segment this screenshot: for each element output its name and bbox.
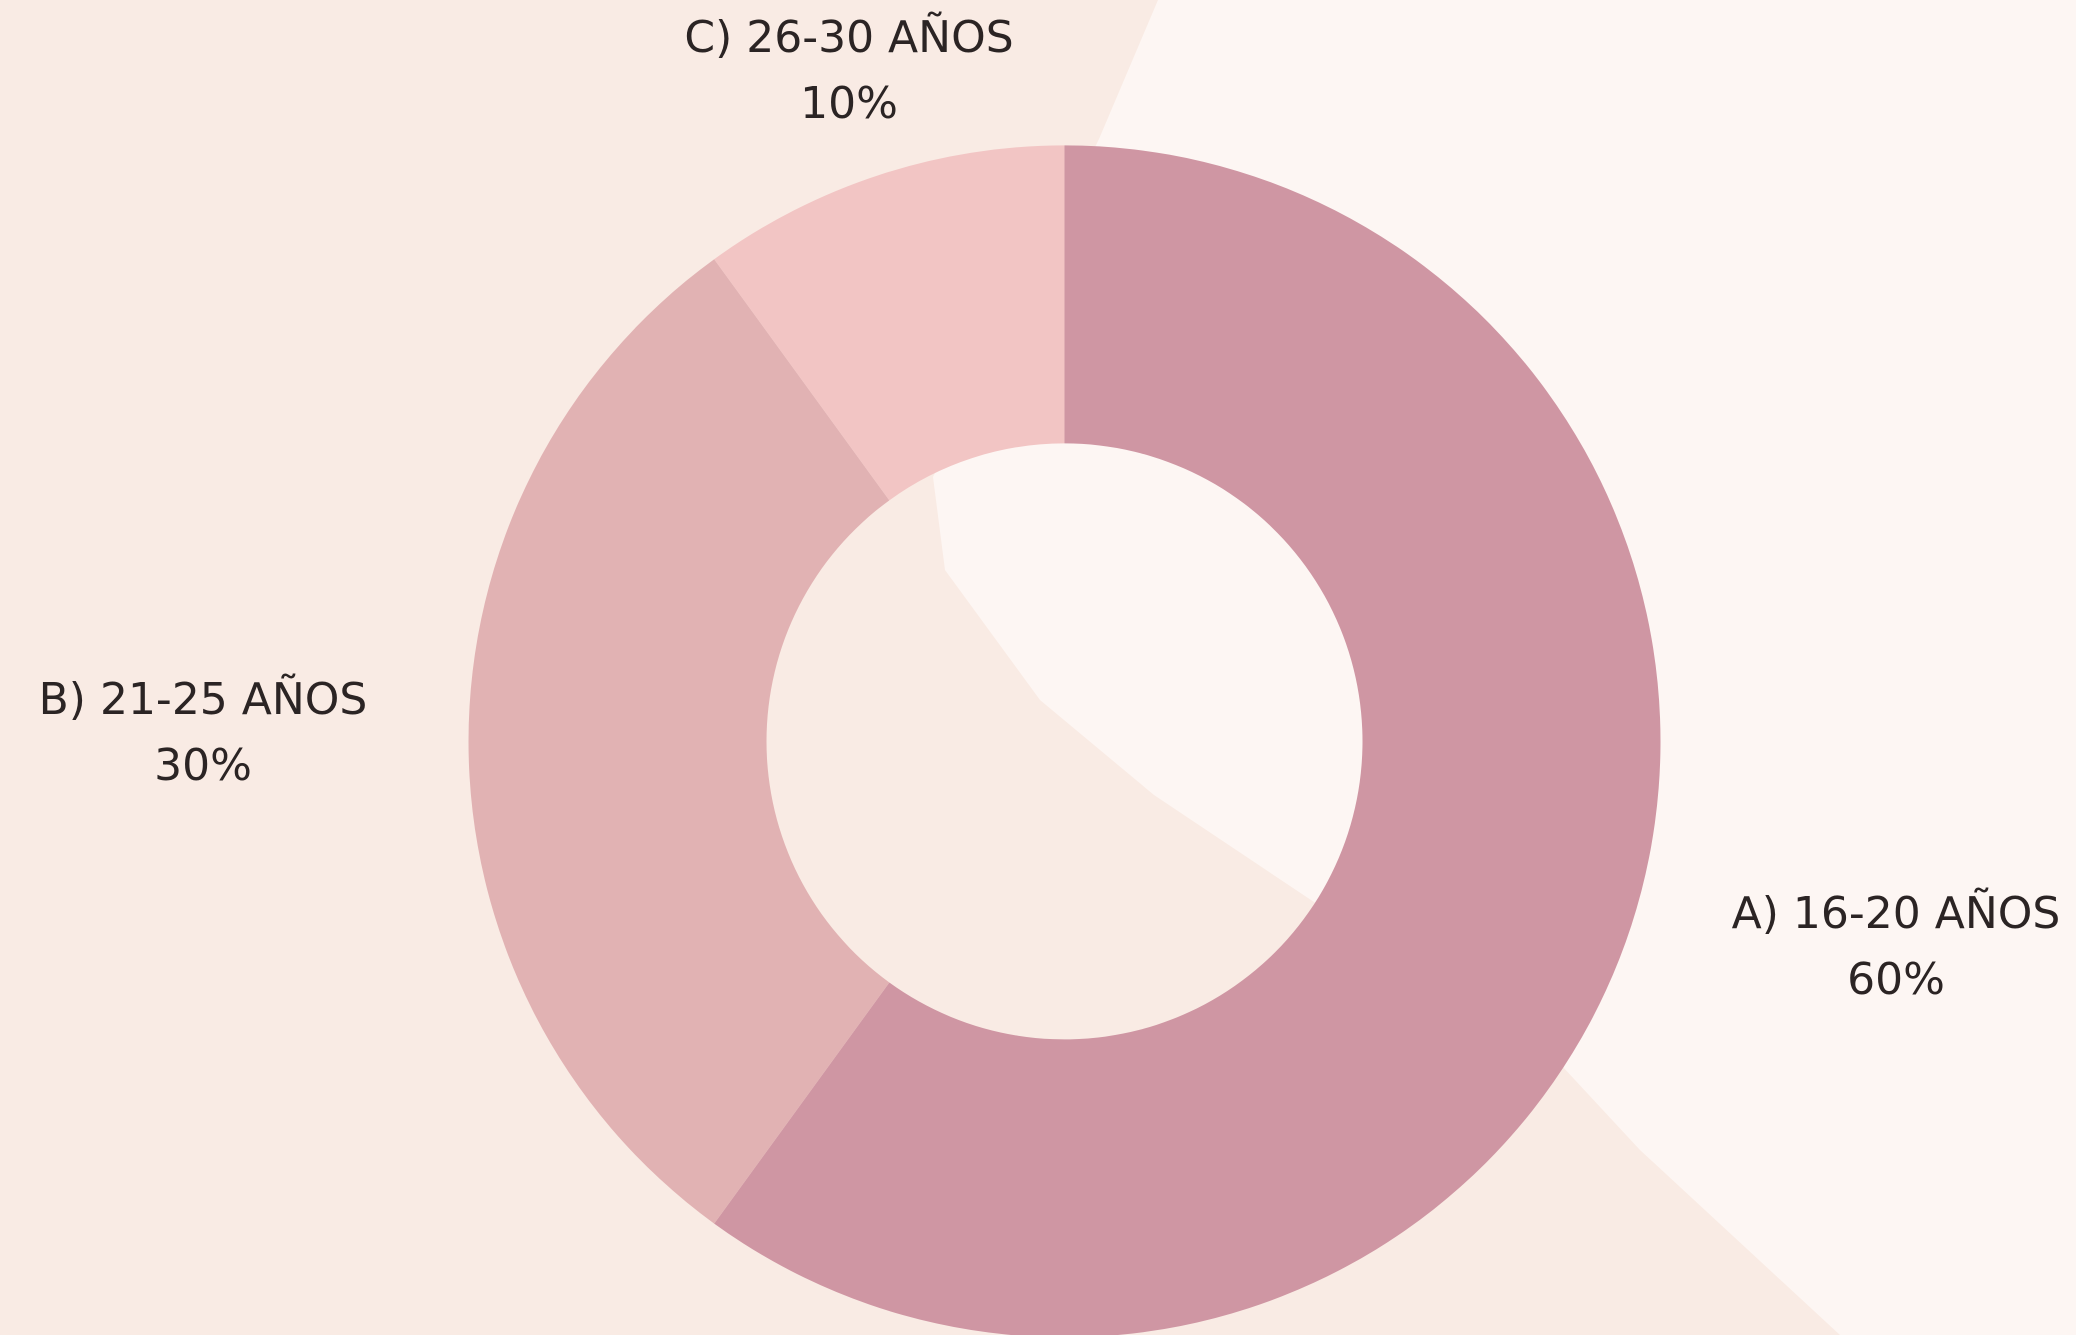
donut-segment (714, 145, 1065, 501)
donut-segment (714, 145, 1661, 1335)
segment-value-label: 60% (1847, 954, 1945, 1005)
segment-value-label: 30% (154, 740, 252, 791)
segment-label: C) 26-30 AÑOS (684, 11, 1013, 63)
segment-value-label: 10% (800, 78, 898, 129)
donut-segment (468, 259, 890, 1224)
segment-label: B) 21-25 AÑOS (39, 673, 368, 725)
segment-label: A) 16-20 AÑOS (1732, 887, 2061, 939)
donut (468, 145, 1661, 1335)
